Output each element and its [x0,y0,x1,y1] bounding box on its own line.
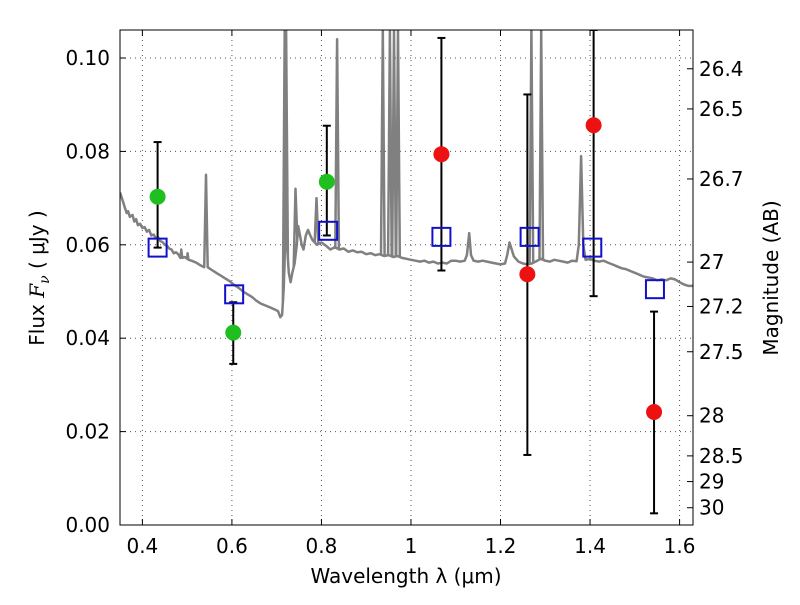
spectrum-emission-line [379,30,386,256]
spectrum-emission-line [313,196,320,245]
y2-tick-label: 26.4 [699,57,744,81]
y2-tick-label: 26.7 [699,167,744,191]
axes: 0.4 0.6 0.8 1 1.2 1.4 1.6 0.00 0.02 0.04 0.06 0.08 0… [65,30,744,558]
model-square-marker [224,284,245,305]
red-data-point [646,403,663,420]
red-data-point [433,146,450,163]
y-tick-label: 0.10 [65,46,110,70]
green-data-point [149,188,166,205]
y2-tick-label: 27.2 [699,294,744,318]
x-tick-label: 0.4 [126,534,158,558]
model-square-marker [519,226,540,247]
plot-background [120,30,693,525]
y-axis-title: Flux Fν ( μJy ) [25,210,53,345]
y2-tick-label: 26.5 [699,97,744,121]
y2-tick-label: 30 [699,496,724,520]
spectrum-emission-line [390,30,398,257]
x-tick-label: 1.6 [664,534,696,558]
y2-axis-title: Magnitude (AB) [759,200,783,355]
model-square-marker [582,237,603,258]
y-axis-title-pre: Flux [25,298,49,346]
y2-tick-label: 28.5 [699,444,744,468]
model-square-marker [644,279,665,300]
y-tick-label: 0.02 [65,420,110,444]
x-tick-label: 1.4 [574,534,606,558]
y-tick-label: 0.04 [65,326,110,350]
spectrum-layer [120,30,693,319]
x-tick-label: 1.2 [485,534,517,558]
plot-frame [119,29,694,526]
y-axis-title-subscript: ν [37,275,53,284]
model-square-marker [431,226,452,247]
y-tick-label: 0.00 [65,513,110,537]
x-tick-label: 1 [405,534,418,558]
spectrum-emission-line [292,187,299,268]
x-tick-label: 0.6 [216,534,248,558]
green-data-point [318,173,335,190]
spectrum-emission-line [283,30,290,272]
y2-tick-label: 29 [699,470,724,494]
red-data-point [519,266,536,283]
model-square-marker [318,220,339,241]
model-square-marker [147,237,168,258]
x-tick-label: 0.8 [306,534,338,558]
spectrum-emission-line [394,30,402,258]
green-data-point [225,324,242,341]
y2-tick-label: 27.5 [699,340,744,364]
y-axis-title-post: ( μJy ) [25,210,49,275]
spectrum-emission-line [538,30,545,260]
spectrum-emission-line [528,30,535,265]
y-axis-title-symbol: F [25,283,49,299]
red-data-point [585,117,602,134]
marker-layer [147,117,665,420]
x-axis-title: Wavelength λ (μm) [310,564,501,588]
spectrum-line [120,154,693,319]
spectrum-emission-line [386,30,393,257]
spectrum-emission-line [334,38,341,250]
y-tick-label: 0.08 [65,139,110,163]
y-tick-label: 0.06 [65,233,110,257]
y2-tick-label: 27 [699,250,724,274]
y2-tick-label: 28 [699,404,724,428]
